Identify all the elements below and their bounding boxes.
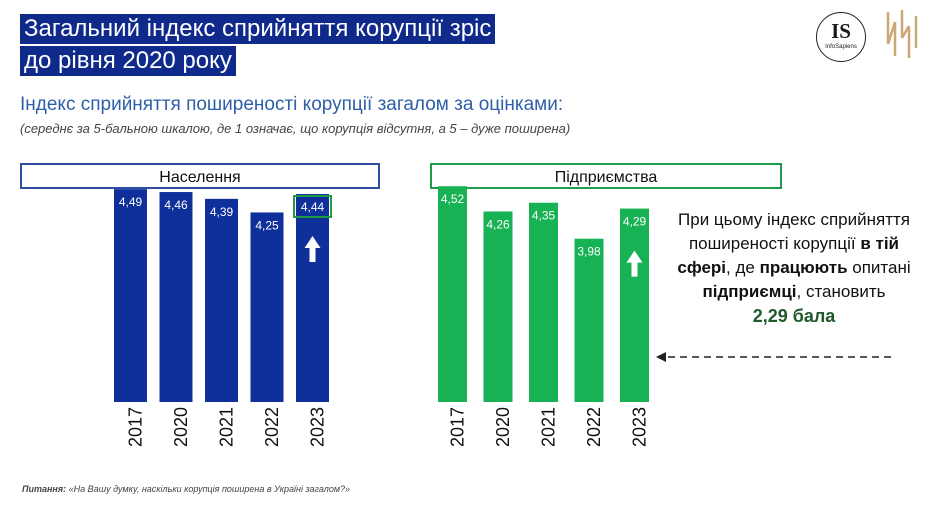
panel-header-business: Підприємства [430, 163, 782, 189]
side-note-text-2: , де [726, 258, 760, 277]
footnote-text: «На Вашу думку, наскільки корупція пошир… [66, 484, 351, 494]
x-tick-label-business-2020: 2020 [493, 407, 513, 447]
data-label-business-2023: 4,29 [623, 215, 647, 229]
x-tick-label-business-2022: 2022 [584, 407, 604, 447]
infosapiens-logo: IS InfoSapiens [816, 12, 866, 62]
bar-population-2021 [205, 198, 238, 402]
bar-population-2022 [250, 212, 284, 402]
x-tick-label-population-2021: 2021 [216, 407, 236, 447]
data-label-population-2020: 4,46 [164, 198, 188, 212]
x-tick-label-population-2023: 2023 [307, 407, 327, 447]
side-note-text-3: опитані [847, 258, 911, 277]
data-label-business-2022: 3,98 [577, 245, 601, 259]
chart-subtitle: Індекс сприйняття поширеності корупції з… [20, 94, 564, 115]
question-footnote: Питання: «На Вашу думку, наскільки коруп… [22, 484, 350, 494]
x-tick-label-population-2022: 2022 [262, 407, 282, 447]
page-title-line-2: до рівня 2020 року [20, 46, 236, 76]
x-tick-label-population-2020: 2020 [171, 407, 191, 447]
pointer-arrow-icon [656, 352, 666, 362]
data-label-population-2022: 4,25 [255, 218, 279, 232]
highlight-box [293, 194, 332, 218]
data-label-population-2023: 4,44 [301, 200, 325, 214]
footnote-label: Питання: [22, 484, 67, 494]
side-note-value: 2,29 бала [752, 306, 836, 326]
panel-header-population: Населення [20, 163, 380, 189]
bar-population-2020 [159, 192, 193, 402]
bar-business-2022 [574, 238, 604, 402]
up-arrow-icon [626, 250, 643, 277]
bar-business-2021 [529, 202, 558, 402]
scale-note: (середнє за 5-бальною шкалою, де 1 означ… [20, 121, 571, 136]
x-tick-label-business-2017: 2017 [447, 407, 467, 447]
side-note-text-4: , становить [796, 282, 886, 301]
side-note: При цьому індекс сприйняття поширеності … [676, 208, 912, 329]
x-tick-label-business-2023: 2023 [629, 407, 649, 447]
bar-business-2020 [483, 211, 513, 402]
data-label-population-2017: 4,49 [119, 195, 143, 209]
up-arrow-icon [304, 235, 321, 262]
side-note-bold-3: підприємці [702, 282, 797, 301]
logo-main-text: IS [831, 19, 851, 43]
side-note-bold-2: працюють [759, 258, 848, 277]
brand-mark-icon [886, 10, 918, 58]
bar-population-2023 [296, 193, 329, 402]
bar-business-2017 [438, 186, 467, 402]
side-note-text-1: При цьому індекс сприйняття поширеності … [678, 210, 910, 253]
data-label-business-2021: 4,35 [532, 209, 556, 223]
x-tick-label-population-2017: 2017 [125, 407, 145, 447]
logo-sub-text: InfoSapiens [825, 44, 857, 50]
data-label-population-2021: 4,39 [210, 205, 234, 219]
bar-population-2017 [114, 189, 147, 402]
data-label-business-2017: 4,52 [441, 192, 465, 206]
page-title-line-1: Загальний індекс сприйняття корупції зрі… [20, 14, 496, 44]
bar-business-2023 [620, 208, 649, 402]
side-note-bold-1: в тій сфері [677, 234, 900, 277]
x-tick-label-business-2021: 2021 [538, 407, 558, 447]
data-label-business-2020: 4,26 [486, 217, 510, 231]
